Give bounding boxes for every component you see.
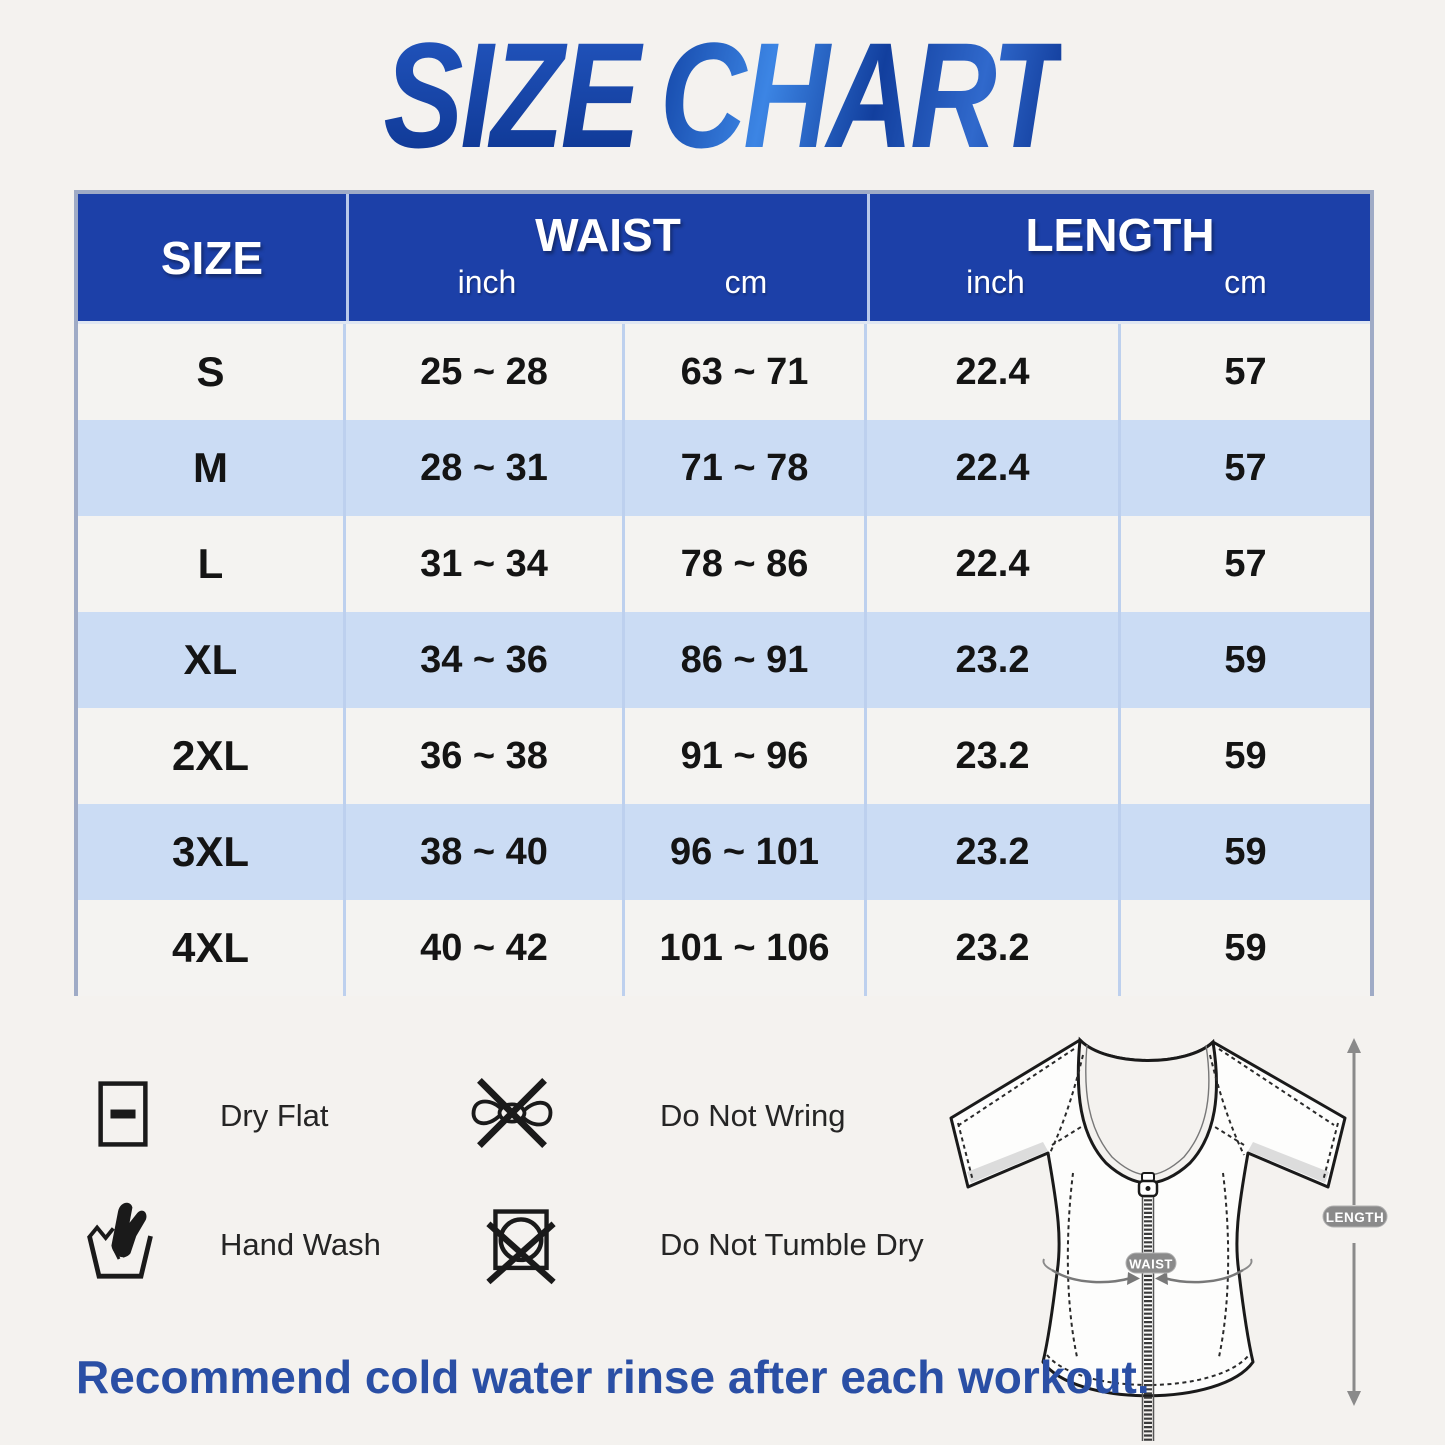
length-badge: LENGTH <box>1322 1205 1388 1228</box>
hand-wash-icon <box>87 1202 153 1279</box>
cell-size: XL <box>78 612 346 708</box>
header-length-units: inch cm <box>870 264 1370 301</box>
cell-waist-inch: 38 ~ 40 <box>346 804 625 900</box>
cell-waist-inch: 31 ~ 34 <box>346 516 625 612</box>
cell-length-cm: 59 <box>1224 638 1267 681</box>
table-row: XL 34 ~ 36 86 ~ 91 23.2 59 <box>78 612 1370 708</box>
svg-text:WAIST: WAIST <box>1129 1257 1173 1272</box>
cell-waist-cm: 71 ~ 78 <box>625 420 867 516</box>
cell-waist-cm: 96 ~ 101 <box>625 804 867 900</box>
garment-diagram: WAIST LENGTH <box>949 1036 1388 1441</box>
care-label-do-not-wring: Do Not Wring <box>660 1098 846 1133</box>
table-header: SIZE WAIST inch cm LENGTH inch cm <box>78 194 1370 324</box>
dry-flat-icon <box>98 1081 148 1147</box>
cell-size: L <box>78 516 346 612</box>
table-row: M 28 ~ 31 71 ~ 78 22.4 57 <box>78 420 1370 516</box>
cell-length-cm: 59 <box>1224 734 1267 777</box>
table-row: L 31 ~ 34 78 ~ 86 22.4 57 <box>78 516 1370 612</box>
length-cm-unit: cm <box>1224 264 1267 300</box>
table-row: 4XL 40 ~ 42 101 ~ 106 23.2 59 <box>78 900 1370 996</box>
cell-size: 2XL <box>78 708 346 804</box>
cell-length-inch: 23.2 <box>867 612 1121 708</box>
header-length: LENGTH inch cm <box>867 194 1370 321</box>
cell-waist-cm: 86 ~ 91 <box>625 612 867 708</box>
cell-waist-cm: 63 ~ 71 <box>625 324 867 420</box>
table-row: S 25 ~ 28 63 ~ 71 22.4 57 <box>78 324 1370 420</box>
title-word-size: SIZE <box>383 11 648 179</box>
cell-waist-cm: 91 ~ 96 <box>625 708 867 804</box>
page-title: SIZE CHART <box>145 20 1301 170</box>
do-not-tumble-dry-icon <box>486 1209 556 1285</box>
waist-cm-unit: cm <box>724 264 768 300</box>
care-label-do-not-tumble-dry: Do Not Tumble Dry <box>660 1227 924 1262</box>
cell-length-cm: 57 <box>1224 542 1267 585</box>
cell-length-inch: 22.4 <box>867 420 1121 516</box>
cell-length-cm: 59 <box>1224 926 1267 969</box>
cell-waist-inch: 28 ~ 31 <box>346 420 625 516</box>
header-waist-units: inch cm <box>349 264 867 301</box>
waist-badge: WAIST <box>1125 1252 1177 1274</box>
waist-inch-unit: inch <box>457 264 517 300</box>
cell-length-cm: 57 <box>1224 446 1267 489</box>
neck-opening <box>1076 1036 1218 1185</box>
table-row: 3XL 38 ~ 40 96 ~ 101 23.2 59 <box>78 804 1370 900</box>
seam-lines <box>957 1048 1339 1386</box>
cell-length-inch: 22.4 <box>867 516 1121 612</box>
cell-waist-inch: 36 ~ 38 <box>346 708 625 804</box>
table-row: 2XL 36 ~ 38 91 ~ 96 23.2 59 <box>78 708 1370 804</box>
svg-text:LENGTH: LENGTH <box>1326 1210 1385 1225</box>
cell-length-inch: 23.2 <box>867 900 1121 996</box>
care-label-dry-flat: Dry Flat <box>220 1098 329 1133</box>
cell-length-cm: 57 <box>1224 350 1267 393</box>
cell-size: 3XL <box>78 804 346 900</box>
cell-waist-inch: 34 ~ 36 <box>346 612 625 708</box>
waist-arrows-icon <box>1042 1258 1253 1285</box>
care-label-hand-wash: Hand Wash <box>220 1227 381 1262</box>
cell-waist-inch: 25 ~ 28 <box>346 324 625 420</box>
cell-size: 4XL <box>78 900 346 996</box>
cell-length-inch: 23.2 <box>867 804 1121 900</box>
cell-length-cm: 59 <box>1224 830 1267 873</box>
cell-waist-inch: 40 ~ 42 <box>346 900 625 996</box>
cell-waist-cm: 78 ~ 86 <box>625 516 867 612</box>
left-sleeve-band <box>967 1142 1048 1183</box>
footer-note: Recommend cold water rinse after each wo… <box>76 1351 1150 1403</box>
right-sleeve-band <box>1248 1142 1329 1183</box>
do-not-wring-icon <box>471 1078 553 1148</box>
header-size-label: SIZE <box>160 231 264 284</box>
cell-length-inch: 22.4 <box>867 324 1121 420</box>
header-waist: WAIST inch cm <box>346 194 867 321</box>
header-length-label: LENGTH <box>1025 209 1215 261</box>
length-arrow-icon <box>1347 1038 1361 1406</box>
header-waist-label: WAIST <box>535 209 681 261</box>
header-size: SIZE <box>78 194 346 321</box>
cell-length-inch: 23.2 <box>867 708 1121 804</box>
zipper <box>1137 1172 1159 1441</box>
size-table: SIZE WAIST inch cm LENGTH inch cm S 25 ~… <box>74 190 1374 996</box>
cell-size: M <box>78 420 346 516</box>
length-inch-unit: inch <box>966 264 1025 300</box>
cell-size: S <box>78 324 346 420</box>
title-word-chart: CHART <box>649 11 1065 179</box>
cell-waist-cm: 101 ~ 106 <box>625 900 867 996</box>
